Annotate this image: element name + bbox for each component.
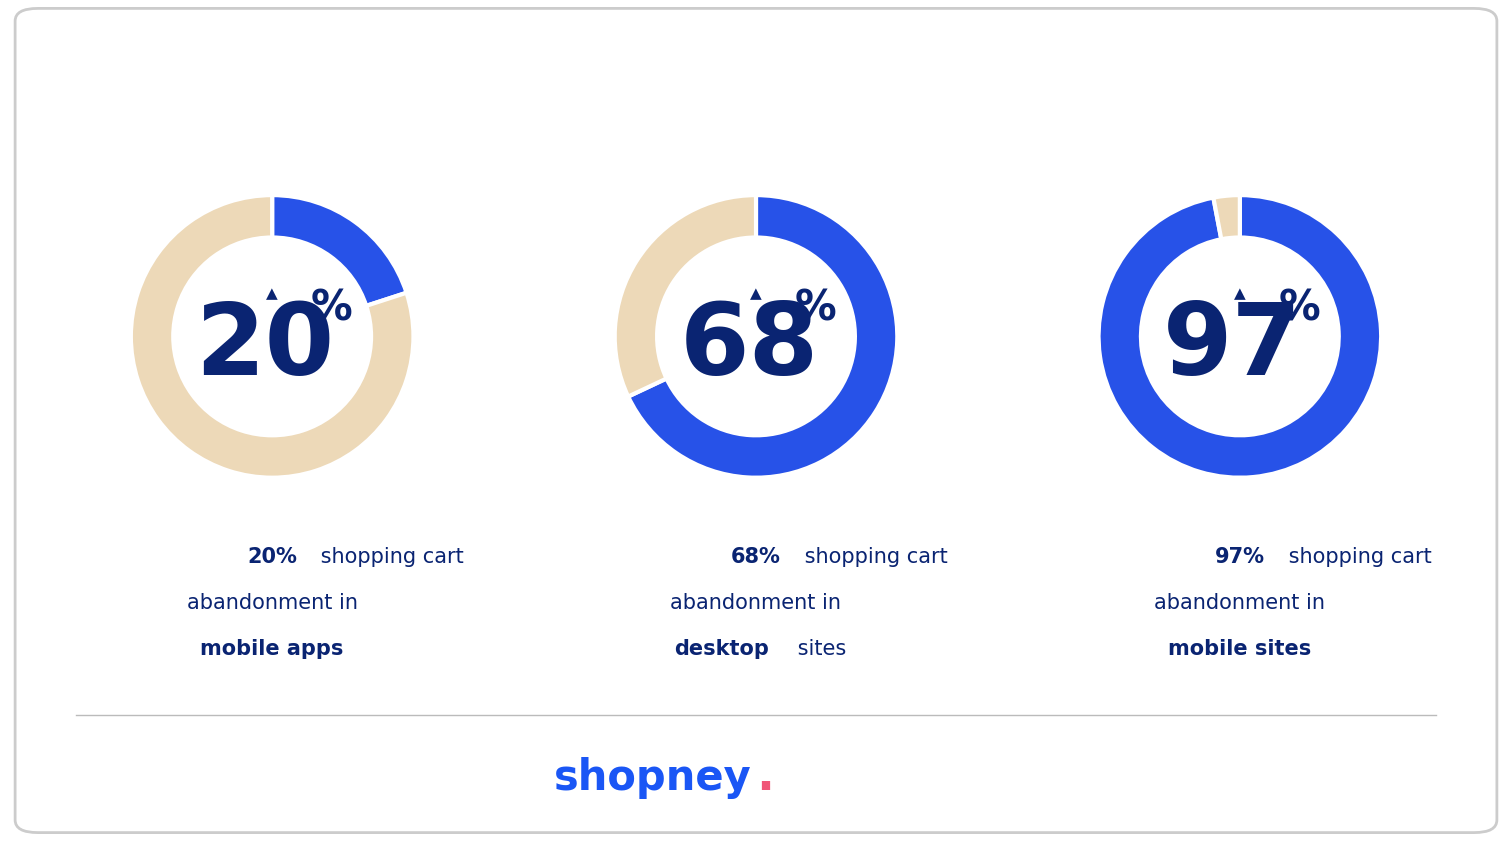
Text: shopney: shopney bbox=[553, 757, 751, 799]
Text: shopping cart: shopping cart bbox=[1282, 547, 1432, 567]
Text: shopping cart: shopping cart bbox=[798, 547, 948, 567]
Text: desktop: desktop bbox=[674, 639, 768, 659]
Text: ▲: ▲ bbox=[1234, 287, 1246, 302]
Text: abandonment in: abandonment in bbox=[1154, 593, 1326, 613]
Text: ▲: ▲ bbox=[750, 287, 762, 302]
Text: 68: 68 bbox=[679, 299, 818, 396]
Text: mobile sites: mobile sites bbox=[1169, 639, 1311, 659]
Text: 20: 20 bbox=[195, 299, 334, 396]
Text: %: % bbox=[310, 287, 352, 329]
Text: .: . bbox=[756, 755, 774, 801]
Wedge shape bbox=[627, 195, 897, 478]
Text: mobile apps: mobile apps bbox=[201, 639, 343, 659]
Text: sites: sites bbox=[791, 639, 847, 659]
Text: abandonment in: abandonment in bbox=[670, 593, 842, 613]
Text: abandonment in: abandonment in bbox=[186, 593, 358, 613]
FancyBboxPatch shape bbox=[15, 8, 1497, 833]
Text: 97: 97 bbox=[1163, 299, 1302, 396]
Text: %: % bbox=[794, 287, 836, 329]
Text: 97%: 97% bbox=[1214, 547, 1266, 567]
Wedge shape bbox=[272, 195, 407, 306]
Text: 20%: 20% bbox=[248, 547, 296, 567]
Text: ▲: ▲ bbox=[266, 287, 278, 302]
Wedge shape bbox=[1099, 195, 1380, 478]
Text: 68%: 68% bbox=[732, 547, 780, 567]
Text: %: % bbox=[1278, 287, 1320, 329]
Wedge shape bbox=[132, 195, 413, 478]
Text: shopping cart: shopping cart bbox=[314, 547, 464, 567]
Wedge shape bbox=[1213, 195, 1240, 239]
Wedge shape bbox=[615, 195, 756, 397]
